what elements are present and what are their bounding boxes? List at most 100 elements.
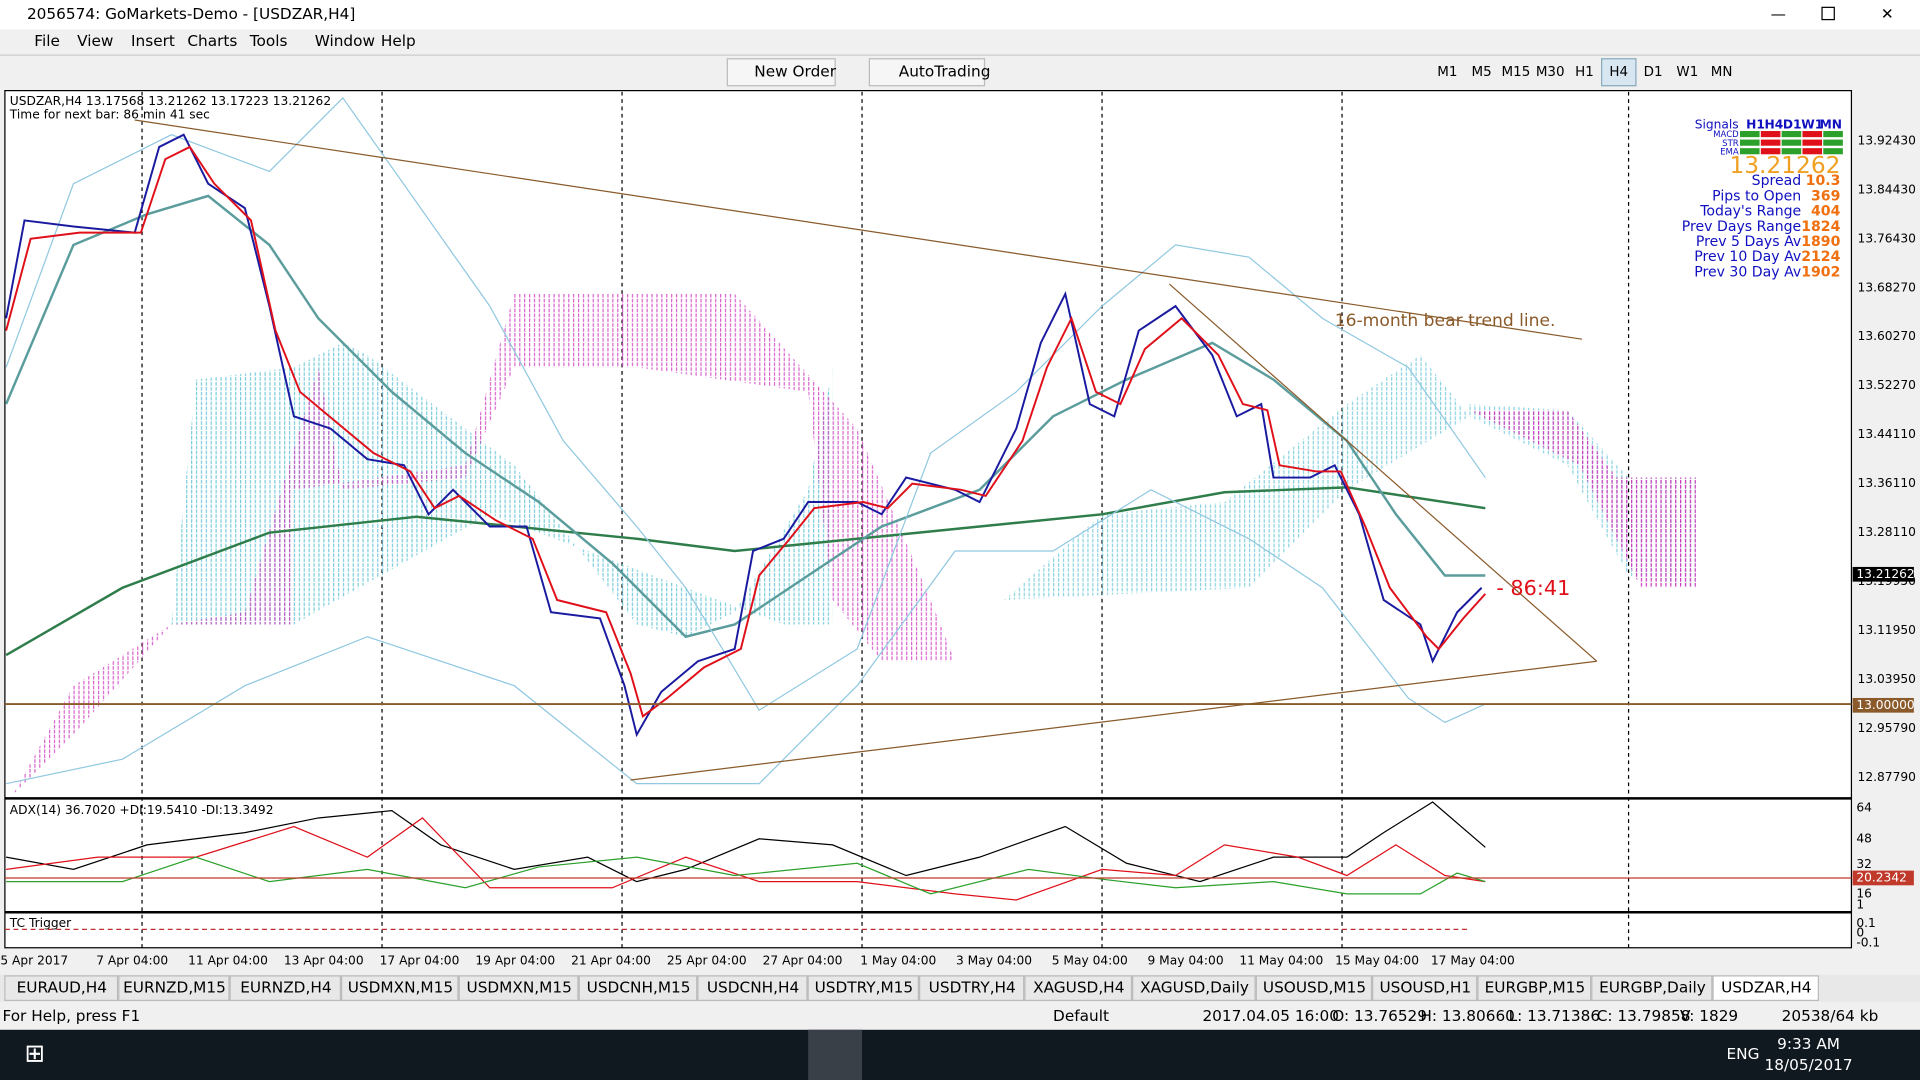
tab-label[interactable]: USDMXN,M15 <box>467 979 572 997</box>
panel-value: 1902 <box>1801 264 1840 280</box>
adx-header: ADX(14) 36.7020 +DI:19.5410 -DI:13.3492 <box>10 803 274 817</box>
tf-active <box>1601 58 1637 87</box>
new-order[interactable]: New Order <box>754 63 836 81</box>
countdown: - 86:41 <box>1496 576 1570 600</box>
tab[interactable] <box>1024 975 1133 1002</box>
wedge-line <box>1168 283 1598 662</box>
title-bar <box>0 0 1920 30</box>
close[interactable]: ✕ <box>1881 5 1894 23</box>
menu-item[interactable]: Window <box>315 32 375 50</box>
tab-label[interactable]: USDCNH,H4 <box>707 979 799 997</box>
timeframe[interactable]: H4 <box>1609 65 1628 80</box>
price-label: 13.36110 <box>1858 476 1916 490</box>
time-label: 17 May 04:00 <box>1431 954 1515 968</box>
tab-label[interactable]: EURGBP,M15 <box>1485 979 1586 997</box>
maximize[interactable] <box>1821 6 1835 21</box>
tab-label[interactable]: USDZAR,H4 <box>1721 979 1811 997</box>
price-label: 13.44110 <box>1858 427 1916 441</box>
autotrading-btn[interactable] <box>868 58 986 87</box>
annotation: 16-month bear trend line. <box>1335 311 1556 331</box>
bear-trend-line <box>134 119 1583 340</box>
tab[interactable] <box>1477 975 1592 1002</box>
timeframe[interactable]: H1 <box>1575 65 1594 80</box>
tab-label[interactable]: USOUSD,M15 <box>1263 979 1366 997</box>
time-label: 21 Apr 04:00 <box>571 954 651 968</box>
tab[interactable] <box>118 975 230 1002</box>
cloud-bull <box>171 342 833 637</box>
tab[interactable] <box>918 975 1025 1002</box>
tab[interactable] <box>1712 975 1819 1002</box>
timeframe[interactable]: M15 <box>1502 65 1531 80</box>
indicator: STR <box>1722 139 1739 149</box>
tab-label[interactable]: USDMXN,M15 <box>348 979 453 997</box>
tab-label[interactable]: USDCNH,M15 <box>587 979 691 997</box>
signal-cell <box>1760 131 1781 138</box>
panel-label: Today's Range <box>1699 204 1801 220</box>
start[interactable]: ⊞ <box>24 1038 45 1067</box>
signal-cell <box>1802 148 1823 155</box>
tab[interactable] <box>229 975 342 1002</box>
menu-item[interactable]: File <box>34 32 60 50</box>
tc-scale: -0.1 <box>1856 935 1880 949</box>
bb-upper <box>5 97 1486 712</box>
signal-cell <box>1781 139 1802 146</box>
adx-level-box <box>1852 870 1914 886</box>
timeframe[interactable]: W1 <box>1676 65 1698 80</box>
indicator: MACD <box>1713 130 1739 140</box>
menu-item[interactable]: Charts <box>187 32 237 50</box>
adx-scale: 48 <box>1856 831 1872 845</box>
time-label: 5 May 04:00 <box>1052 954 1128 968</box>
tab[interactable] <box>1372 975 1478 1002</box>
price-label: 13.76430 <box>1858 231 1916 245</box>
tab[interactable] <box>578 975 698 1002</box>
signal-cell <box>1781 148 1802 155</box>
status-item: L: 13.71386 <box>1509 1007 1601 1025</box>
panel-value: 10.3 <box>1806 173 1841 189</box>
tab-label[interactable]: XAGUSD,Daily <box>1140 979 1249 997</box>
clock-time: 9:33 AM <box>1777 1035 1840 1053</box>
tab[interactable] <box>341 975 459 1002</box>
tab-label[interactable]: EURNZD,H4 <box>240 979 331 997</box>
tab[interactable] <box>807 975 919 1002</box>
minimize[interactable]: — <box>1771 5 1786 23</box>
menu-item[interactable]: Insert <box>131 32 175 50</box>
chart-header: USDZAR,H4 13.17568 13.21262 13.17223 13.… <box>10 94 331 108</box>
tab-label[interactable]: USDTRY,M15 <box>815 979 914 997</box>
signal-cell <box>1823 139 1843 146</box>
price-label: 13.60270 <box>1858 329 1916 343</box>
tab-label[interactable]: USOUSD,H1 <box>1379 979 1471 997</box>
taskbar <box>0 1029 1920 1080</box>
timeframe[interactable]: D1 <box>1644 65 1663 80</box>
tab[interactable] <box>1255 975 1373 1002</box>
time-label: 3 May 04:00 <box>956 954 1032 968</box>
panel-price: 13.21262 <box>1729 152 1840 179</box>
menu-item[interactable]: Help <box>381 32 416 50</box>
time-label: 25 Apr 04:00 <box>667 954 747 968</box>
timeframe[interactable]: M30 <box>1536 65 1565 80</box>
tab[interactable] <box>4 975 119 1002</box>
timeframe[interactable]: MN <box>1711 65 1733 80</box>
signal-cell <box>1760 139 1781 146</box>
tab[interactable] <box>697 975 808 1002</box>
new-order-btn[interactable] <box>726 58 836 87</box>
tab-label[interactable]: EURNZD,M15 <box>123 979 226 997</box>
signal-cell <box>1823 148 1843 155</box>
tab[interactable] <box>458 975 579 1002</box>
tab-label[interactable]: EURGBP,Daily <box>1599 979 1706 997</box>
tab[interactable] <box>1591 975 1713 1002</box>
tab-label[interactable]: USDTRY,H4 <box>929 979 1016 997</box>
autotrading[interactable]: AutoTrading <box>899 63 991 81</box>
price-label: 12.87790 <box>1858 770 1916 784</box>
tab[interactable] <box>1132 975 1256 1002</box>
next-bar: Time for next bar: 86 min 41 sec <box>9 108 210 122</box>
menu-item[interactable]: Tools <box>249 32 288 50</box>
tab-label[interactable]: EURAUD,H4 <box>17 979 107 997</box>
status-item: O: 13.76529 <box>1332 1007 1427 1025</box>
timeframe[interactable]: M1 <box>1437 65 1457 80</box>
active-app <box>808 1029 863 1080</box>
menu-item[interactable]: View <box>77 32 113 50</box>
signal-cell <box>1740 148 1760 155</box>
tab-label[interactable]: XAGUSD,H4 <box>1033 979 1124 997</box>
timeframe[interactable]: M5 <box>1472 65 1492 80</box>
time-label: 15 May 04:00 <box>1335 954 1419 968</box>
